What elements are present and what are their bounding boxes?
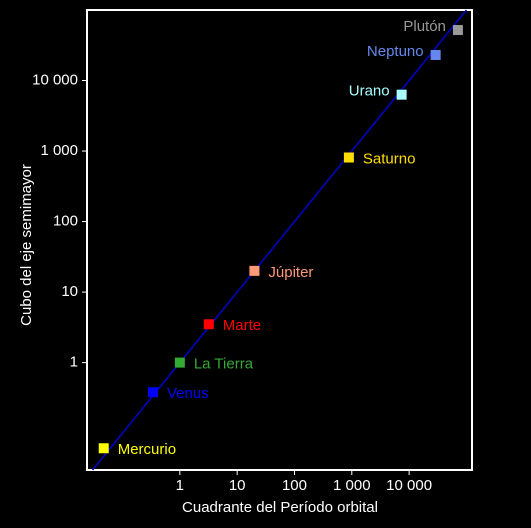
point-label: Plutón bbox=[403, 18, 446, 35]
x-tick-label: 1 000 bbox=[333, 477, 371, 494]
point bbox=[343, 152, 354, 163]
x-tick-label: 100 bbox=[282, 477, 307, 494]
x-tick-label: 10 000 bbox=[386, 477, 432, 494]
x-tick-label: 1 bbox=[176, 477, 184, 494]
point-label: Júpiter bbox=[268, 264, 313, 281]
y-tick-label: 100 bbox=[53, 213, 78, 230]
point-label: Neptuno bbox=[367, 43, 424, 60]
point-label: Urano bbox=[349, 83, 390, 100]
x-axis-label: Cuadrante del Período orbital bbox=[182, 499, 378, 516]
y-tick-label: 10 000 bbox=[32, 71, 78, 88]
point-label: Marte bbox=[223, 317, 261, 334]
point-label: Mercurio bbox=[118, 441, 176, 458]
y-axis-label: Cubo del eje semimayor bbox=[18, 164, 35, 326]
y-tick-label: 1 bbox=[70, 354, 78, 371]
point-label: Saturno bbox=[363, 150, 416, 167]
plot-frame bbox=[86, 9, 473, 471]
x-tick-label: 10 bbox=[229, 477, 246, 494]
point bbox=[249, 265, 260, 276]
point-label: La Tierra bbox=[194, 356, 254, 373]
point bbox=[147, 387, 158, 398]
point bbox=[396, 89, 407, 100]
point bbox=[98, 443, 109, 454]
y-tick-label: 10 bbox=[61, 283, 78, 300]
point-label: Venus bbox=[167, 385, 209, 402]
point bbox=[174, 357, 185, 368]
point bbox=[203, 319, 214, 330]
point bbox=[452, 25, 463, 36]
point bbox=[430, 50, 441, 61]
y-tick-label: 1 000 bbox=[40, 142, 78, 159]
